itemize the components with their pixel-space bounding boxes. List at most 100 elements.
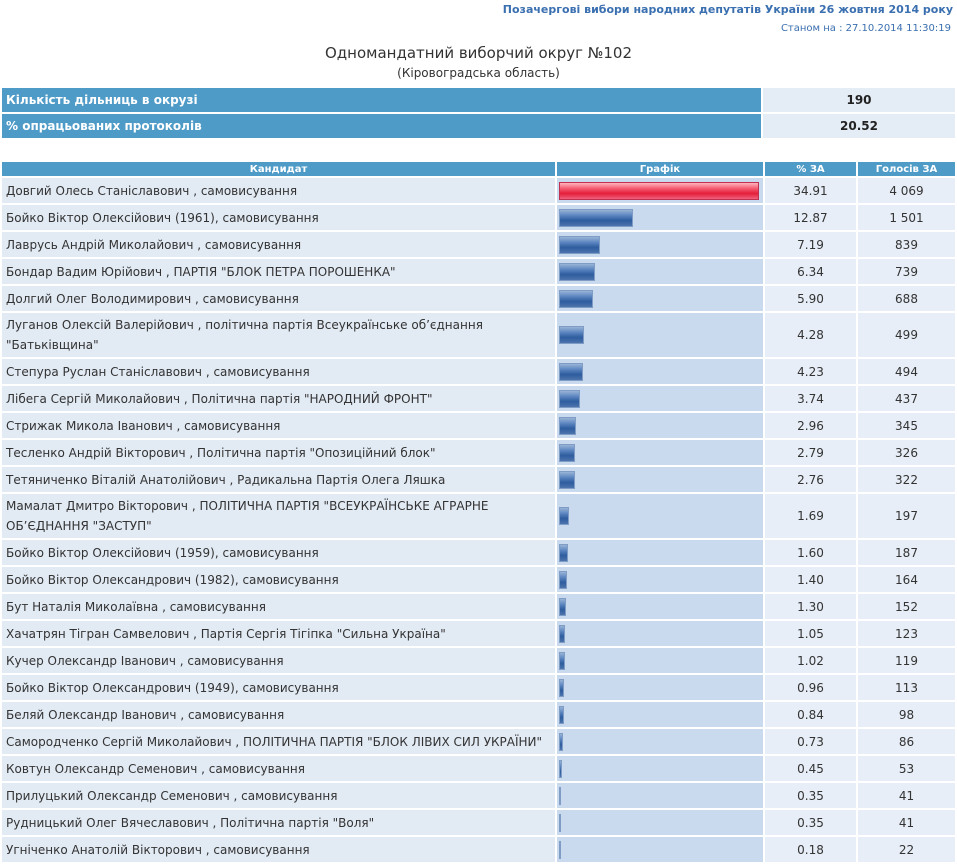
percent-value: 1.05 [765, 621, 856, 646]
votes-value: 41 [858, 810, 955, 835]
candidate-name: Довгий Олесь Станіславович , самовисуван… [2, 178, 555, 203]
summary-row-processed: % опрацьованих протоколів 20.52 [2, 114, 955, 138]
percent-value: 1.69 [765, 494, 856, 538]
vote-bar [559, 362, 583, 381]
table-row: Угніченко Анатолій Вікторович , самовису… [2, 837, 955, 862]
table-row: Хачатрян Тігран Самвелович , Партія Серг… [2, 621, 955, 646]
chart-cell [557, 729, 763, 754]
stations-value: 190 [763, 88, 955, 112]
vote-bar [559, 389, 580, 408]
votes-value: 345 [858, 413, 955, 438]
candidate-name: Прилуцький Олександр Семенович , самовис… [2, 783, 555, 808]
vote-bar [559, 208, 633, 227]
candidate-name: Степура Руслан Станіславович , самовисув… [2, 359, 555, 384]
vote-bar [559, 570, 567, 589]
chart-cell [557, 702, 763, 727]
votes-value: 739 [858, 259, 955, 284]
table-row: Лібега Сергій Миколайович , Політична па… [2, 386, 955, 411]
chart-cell [557, 648, 763, 673]
summary-table: Кількість дільниць в окрузі 190 % опраць… [0, 86, 957, 140]
candidate-name: Долгий Олег Володимирович , самовисуванн… [2, 286, 555, 311]
percent-value: 4.28 [765, 313, 856, 357]
votes-value: 152 [858, 594, 955, 619]
votes-value: 839 [858, 232, 955, 257]
table-row: Бойко Віктор Олексійович (1961), самовис… [2, 205, 955, 230]
table-row: Степура Руслан Станіславович , самовисув… [2, 359, 955, 384]
percent-value: 0.18 [765, 837, 856, 862]
candidate-name: Хачатрян Тігран Самвелович , Партія Серг… [2, 621, 555, 646]
chart-cell [557, 467, 763, 492]
vote-bar [559, 289, 593, 308]
table-row: Довгий Олесь Станіславович , самовисуван… [2, 178, 955, 203]
candidate-name: Угніченко Анатолій Вікторович , самовису… [2, 837, 555, 862]
votes-value: 494 [858, 359, 955, 384]
header-votes: Голосів ЗА [858, 162, 955, 176]
chart-cell [557, 259, 763, 284]
vote-bar [559, 181, 759, 200]
vote-bar [559, 678, 564, 697]
candidate-name: Бойко Віктор Олексійович (1961), самовис… [2, 205, 555, 230]
chart-cell [557, 440, 763, 465]
votes-value: 187 [858, 540, 955, 565]
votes-value: 1 501 [858, 205, 955, 230]
header-candidate: Кандидат [2, 162, 555, 176]
votes-value: 98 [858, 702, 955, 727]
vote-bar [559, 443, 575, 462]
percent-value: 6.34 [765, 259, 856, 284]
processed-value: 20.52 [763, 114, 955, 138]
candidate-name: Бут Наталія Миколаївна , самовисування [2, 594, 555, 619]
percent-value: 0.96 [765, 675, 856, 700]
chart-cell [557, 232, 763, 257]
table-row: Тесленко Андрій Вікторович , Політична п… [2, 440, 955, 465]
district-title: Одномандатний виборчий округ №102 [324, 44, 633, 62]
candidate-name: Бойко Віктор Олександрович (1982), самов… [2, 567, 555, 592]
table-row: Тетяниченко Віталій Анатолійович , Радик… [2, 467, 955, 492]
chart-cell [557, 540, 763, 565]
percent-value: 0.35 [765, 783, 856, 808]
table-row: Мамалат Дмитро Вікторович , ПОЛІТИЧНА ПА… [2, 494, 955, 538]
percent-value: 3.74 [765, 386, 856, 411]
candidate-name: Бондар Вадим Юрійович , ПАРТІЯ "БЛОК ПЕТ… [2, 259, 555, 284]
election-title: Позачергові вибори народних депутатів Ук… [502, 3, 953, 16]
candidate-name: Бойко Віктор Олексійович (1959), самовис… [2, 540, 555, 565]
percent-value: 2.79 [765, 440, 856, 465]
candidate-name: Луганов Олексій Валерійович , політична … [2, 313, 555, 357]
vote-bar [559, 840, 561, 859]
percent-value: 7.19 [765, 232, 856, 257]
votes-value: 41 [858, 783, 955, 808]
percent-value: 1.30 [765, 594, 856, 619]
votes-value: 197 [858, 494, 955, 538]
table-row: Луганов Олексій Валерійович , політична … [2, 313, 955, 357]
processed-label: % опрацьованих протоколів [2, 114, 761, 138]
percent-value: 2.76 [765, 467, 856, 492]
chart-cell [557, 756, 763, 781]
table-row: Бойко Віктор Олексійович (1959), самовис… [2, 540, 955, 565]
chart-cell [557, 567, 763, 592]
percent-value: 5.90 [765, 286, 856, 311]
chart-cell [557, 810, 763, 835]
table-row: Лаврусь Андрій Миколайович , самовисуван… [2, 232, 955, 257]
chart-cell [557, 178, 763, 203]
candidate-name: Самородченко Сергій Миколайович , ПОЛІТИ… [2, 729, 555, 754]
candidate-name: Лібега Сергій Миколайович , Політична па… [2, 386, 555, 411]
results-body: Довгий Олесь Станіславович , самовисуван… [2, 178, 955, 862]
header-percent: % ЗА [765, 162, 856, 176]
votes-value: 688 [858, 286, 955, 311]
percent-value: 4.23 [765, 359, 856, 384]
vote-bar [559, 262, 595, 281]
percent-value: 34.91 [765, 178, 856, 203]
summary-row-stations: Кількість дільниць в окрузі 190 [2, 88, 955, 112]
percent-value: 0.35 [765, 810, 856, 835]
status-date: Станом на : 27.10.2014 11:30:19 [780, 23, 951, 34]
table-row: Кучер Олександр Іванович , самовисування… [2, 648, 955, 673]
chart-cell [557, 675, 763, 700]
percent-value: 0.84 [765, 702, 856, 727]
votes-value: 119 [858, 648, 955, 673]
chart-cell [557, 494, 763, 538]
candidate-name: Рудницький Олег Вячеславович , Політична… [2, 810, 555, 835]
candidate-name: Стрижак Микола Іванович , самовисування [2, 413, 555, 438]
table-row: Стрижак Микола Іванович , самовисування 2… [2, 413, 955, 438]
chart-cell [557, 359, 763, 384]
table-row: Ковтун Олександр Семенович , самовисуван… [2, 756, 955, 781]
percent-value: 1.02 [765, 648, 856, 673]
